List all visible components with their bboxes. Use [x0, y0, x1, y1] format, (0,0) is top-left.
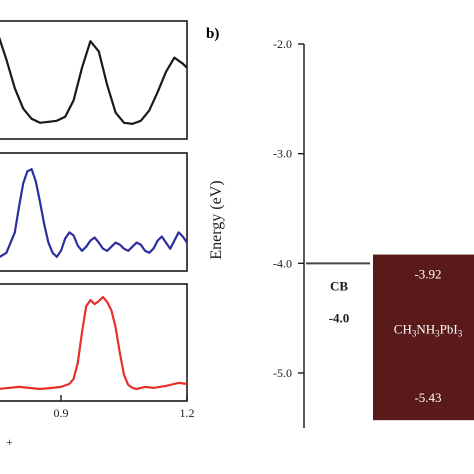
panel-a: 0.9 1.2 + — [0, 20, 195, 449]
reference-level-label: CB — [330, 278, 348, 293]
material-part: CH — [394, 321, 412, 336]
reference-level-value: -4.0 — [329, 310, 350, 325]
series-line — [0, 168, 188, 258]
material-subscript: 3 — [412, 328, 417, 338]
material-subscript: 3 — [435, 328, 440, 338]
subplot-top — [0, 20, 188, 140]
material-subscript: 3 — [458, 328, 463, 338]
y-axis-ticks: -2.0 -3.0 -4.0 -5.0 — [273, 37, 304, 380]
material-part: PbI — [440, 321, 458, 336]
x-tick-label: 0.9 — [54, 406, 69, 420]
subplot-frame — [0, 283, 188, 402]
band-material-label: CH3NH3PbI3 — [394, 321, 463, 338]
subplot-middle — [0, 152, 188, 272]
y-tick-label: -3.0 — [273, 147, 292, 161]
series-line — [0, 36, 188, 125]
x-tick-label: 1.2 — [180, 406, 195, 420]
subplot-frame — [0, 152, 188, 272]
panel-b-label: b) — [206, 26, 219, 42]
y-axis-title: Energy (eV) — [208, 180, 225, 259]
subplot-frame — [0, 20, 188, 140]
y-tick-label: -4.0 — [273, 256, 292, 270]
series-line — [0, 296, 188, 391]
band-top-label: -3.92 — [414, 267, 441, 282]
material-part: NH — [416, 321, 435, 336]
y-tick-label: -5.0 — [273, 366, 292, 380]
y-tick-label: -2.0 — [273, 37, 292, 51]
band-rectangle — [373, 254, 474, 421]
band-bottom-label: -5.43 — [414, 390, 441, 405]
subplot-bottom — [0, 283, 188, 402]
panel-b: b) Energy (eV) -2.0-3.0-4.0-5.0 CB -4.0 … — [206, 26, 474, 428]
x-axis-ticks: 0.9 1.2 — [54, 395, 195, 420]
x-axis-label-fragment: + — [6, 435, 13, 449]
